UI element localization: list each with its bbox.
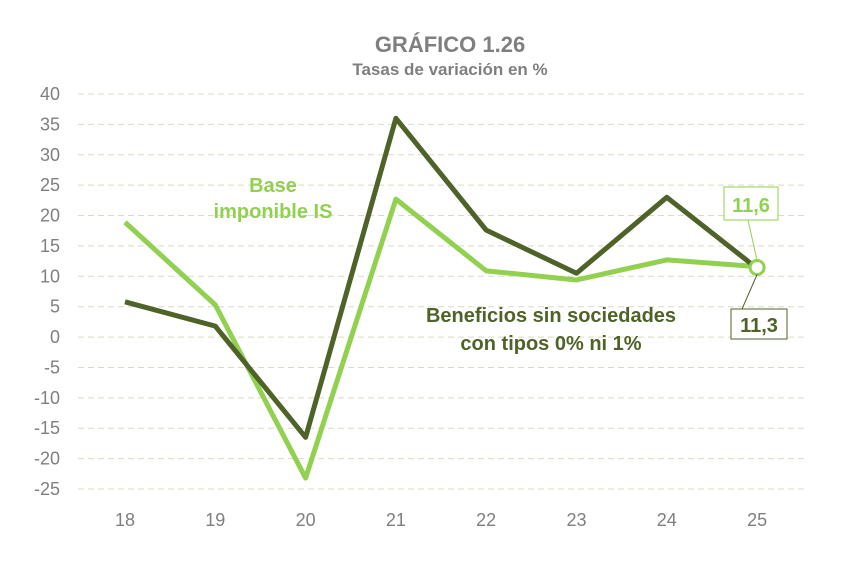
y-tick-label: 10 [40,266,60,286]
x-tick-label: 19 [205,510,225,530]
callout-box [730,308,788,340]
y-tick-label: -20 [34,449,60,469]
chart-title: GRÁFICO 1.26 [374,32,526,57]
y-tick-label: -10 [34,388,60,408]
x-tick-label: 21 [386,510,406,530]
last-point-marker [748,258,766,276]
y-tick-label: 25 [40,175,60,195]
series-line-1 [123,196,758,481]
y-tick-label: 30 [40,145,60,165]
y-tick-label: 0 [50,327,60,347]
y-tick-label: 5 [50,297,60,317]
series-label-dark: Beneficios sin sociedades [426,305,676,327]
callout-light: 11,6 [732,195,770,217]
x-tick-label: 20 [296,510,316,530]
x-tick-label: 18 [115,510,135,530]
series-label-light: imponible IS [214,201,333,223]
callout-leader [741,274,758,310]
x-tick-label: 25 [747,510,767,530]
callout-dark: 11,3 [740,315,778,337]
series-label-light: Base [249,175,297,197]
y-tick-label: 40 [40,84,60,104]
series-line-0 [124,115,759,440]
callout-box [723,186,779,221]
callout-leader [747,219,764,261]
x-tick-label: 22 [476,510,496,530]
y-tick-label: 35 [40,114,60,134]
series-label-dark: con tipos 0% ni 1% [460,333,641,355]
y-tick-label: -25 [34,479,60,499]
y-tick-label: 20 [40,206,60,226]
x-tick-label: 24 [657,510,677,530]
chart-subtitle: Tasas de variación en % [352,60,548,79]
y-tick-label: -5 [44,357,60,377]
y-tick-label: 15 [40,236,60,256]
y-tick-label: -15 [34,418,60,438]
x-tick-label: 23 [566,510,586,530]
